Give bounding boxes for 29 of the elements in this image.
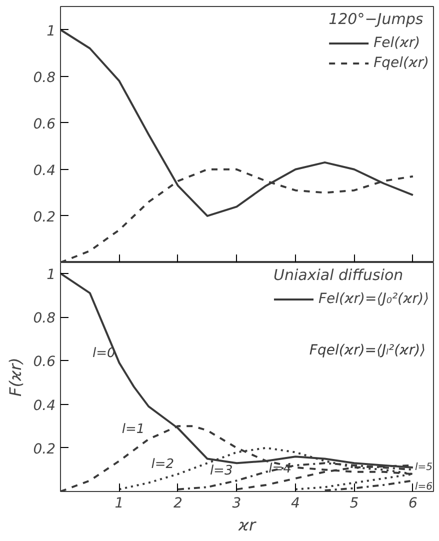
legend-title: Uniaxial diffusion <box>273 266 404 284</box>
x-tick-label: 5 <box>350 496 359 512</box>
legend-label: Fel(ϰr)=⟨J₀²(ϰr)⟩ <box>318 291 429 307</box>
legend-title: 120°−Jumps <box>328 10 424 28</box>
y-tick-label: 0.2 <box>33 441 56 458</box>
y-tick-label: 1 <box>46 23 56 40</box>
y-tick-label: 0.4 <box>33 398 56 414</box>
annotation: l=2 <box>151 457 174 472</box>
x-tick-label: 3 <box>232 496 242 512</box>
y-tick-label: 1 <box>46 266 56 283</box>
x-tick-label: 4 <box>291 496 300 512</box>
y-axis-title: F(ϰr) <box>6 358 26 396</box>
y-tick-label: 0.6 <box>33 354 56 370</box>
annotation: l=6 <box>414 482 432 493</box>
x-tick-label: 1 <box>114 496 124 512</box>
legend-label: Fqel(ϰr) <box>374 55 429 71</box>
y-tick-label: 0.6 <box>33 116 56 132</box>
x-tick-label: 2 <box>174 496 183 512</box>
y-tick-label: 0.8 <box>33 310 56 327</box>
y-tick-label: 0.8 <box>33 70 56 86</box>
x-tick-label: 6 <box>408 496 418 512</box>
y-tick-label: 0.2 <box>33 209 56 226</box>
annotation: l=3 <box>210 464 233 479</box>
annotation: l=1 <box>122 422 145 438</box>
legend-label: Fel(ϰr) <box>374 35 420 51</box>
y-tick-label: 0.4 <box>33 162 56 179</box>
x-axis-title: ϰr <box>237 516 258 534</box>
annotation: Fqel(ϰr)=⟨Jₗ²(ϰr)⟩ <box>309 342 426 358</box>
annotation: l=5 <box>414 462 432 474</box>
